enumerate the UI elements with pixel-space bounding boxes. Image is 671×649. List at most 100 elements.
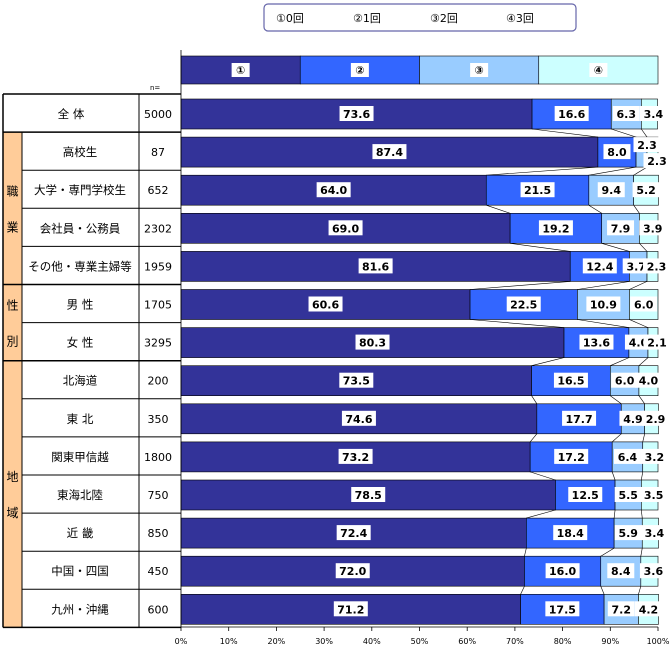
header-label-bg [470,63,489,77]
x-tick-label: 100% [647,637,670,646]
data-label-bg [339,106,374,121]
data-label: 3.5 [644,489,664,502]
data-label: 16.0 [549,565,576,578]
data-label: 5.9 [618,527,638,540]
connector-line [526,509,556,519]
connector-line [588,166,637,176]
data-label: 2.3 [637,139,657,152]
data-label-bg [640,525,668,541]
data-label-bg [642,410,670,426]
data-label: 80.3 [359,337,386,350]
group-label: 職 [6,184,18,198]
x-tick-label: 70% [506,637,524,646]
data-label-bg [622,258,650,274]
row-label: 東 北 [67,412,94,426]
x-tick-label: 30% [315,637,333,646]
data-label: 2.3 [647,155,667,168]
data-label-bg [554,106,589,121]
data-label: 3.2 [645,451,665,464]
data-label-bg [633,137,661,153]
connector-line [531,395,538,404]
data-label: 69.0 [332,222,359,235]
legend-item: ④3回 [506,12,534,25]
connector-line [610,395,622,405]
connector-line [531,357,565,366]
row-n: 600 [148,603,169,616]
row-n: 87 [151,146,165,159]
data-label: 6.4 [618,451,638,464]
data-label: 9.4 [602,184,622,197]
data-label-bg [611,372,639,388]
connector-line [641,128,648,138]
row-n: 850 [148,527,169,540]
row-label: 女 性 [67,336,94,350]
row-label: 北海道 [63,374,98,388]
data-label: 5.2 [636,184,656,197]
row-n: 1705 [144,299,172,312]
connector-line [629,319,649,328]
group-label: 性 [6,299,18,313]
data-label: 12.5 [572,489,599,502]
header-label: ① [236,64,245,77]
data-label-bg [553,372,588,388]
connector-line [639,243,648,252]
data-label: 72.4 [340,527,367,540]
data-label-bg [607,563,635,579]
x-tick-label: 40% [363,637,381,646]
legend-item: ①0回 [276,12,304,25]
data-label-bg [639,220,667,236]
connector-line [470,319,565,328]
data-label: 6.0 [615,375,635,388]
x-tick-label: 20% [268,637,286,646]
header-label-bg [589,63,608,77]
data-label-bg [553,525,588,541]
data-label-bg [308,296,343,312]
data-label-bg [562,410,597,426]
data-label: 6.0 [634,299,654,312]
data-label: 7.9 [611,222,631,235]
data-label: 6.3 [617,108,637,121]
row-n: 350 [148,413,169,426]
row-n: 1800 [144,451,172,464]
data-label: 4.9 [623,413,643,426]
legend-box [263,3,577,32]
data-label-bg [632,182,660,198]
data-label: 16.5 [557,375,584,388]
data-label-bg [333,601,368,617]
data-label-bg [372,144,407,160]
connector-line [640,548,643,557]
data-label-bg [358,258,393,274]
data-label: 64.0 [320,184,347,197]
data-label-bg [630,296,658,312]
data-label: 17.7 [565,413,592,426]
data-label: 3.9 [643,222,663,235]
row-n: 1959 [144,260,172,273]
header-label: ③ [474,64,483,77]
data-label-bg [607,220,635,236]
data-label-bg [351,487,386,502]
row-label: 男 性 [67,298,94,312]
data-label: 3.6 [644,565,664,578]
data-label: 3.4 [645,527,665,540]
data-label-bg [613,448,641,464]
data-label-bg [643,153,671,169]
connector-line [577,319,629,328]
row-label: 中国・四国 [51,564,109,578]
data-label: 78.5 [355,489,382,502]
row-label: 会社員・公務員 [40,221,121,235]
data-label: 8.0 [607,146,627,159]
connector-line [486,166,598,176]
connector-line [638,395,645,404]
data-label-bg [520,182,555,198]
data-label-bg [634,372,662,388]
data-label-bg [597,182,625,198]
data-label: 72.0 [339,565,366,578]
connector-line [642,433,645,442]
group-label: 別 [6,335,18,349]
data-label-bg [614,487,642,502]
data-label: 87.4 [376,146,403,159]
connector-line [641,509,643,519]
x-tick-label: 80% [554,637,572,646]
x-tick-label: 50% [411,637,429,646]
n-header: n= [150,84,160,92]
